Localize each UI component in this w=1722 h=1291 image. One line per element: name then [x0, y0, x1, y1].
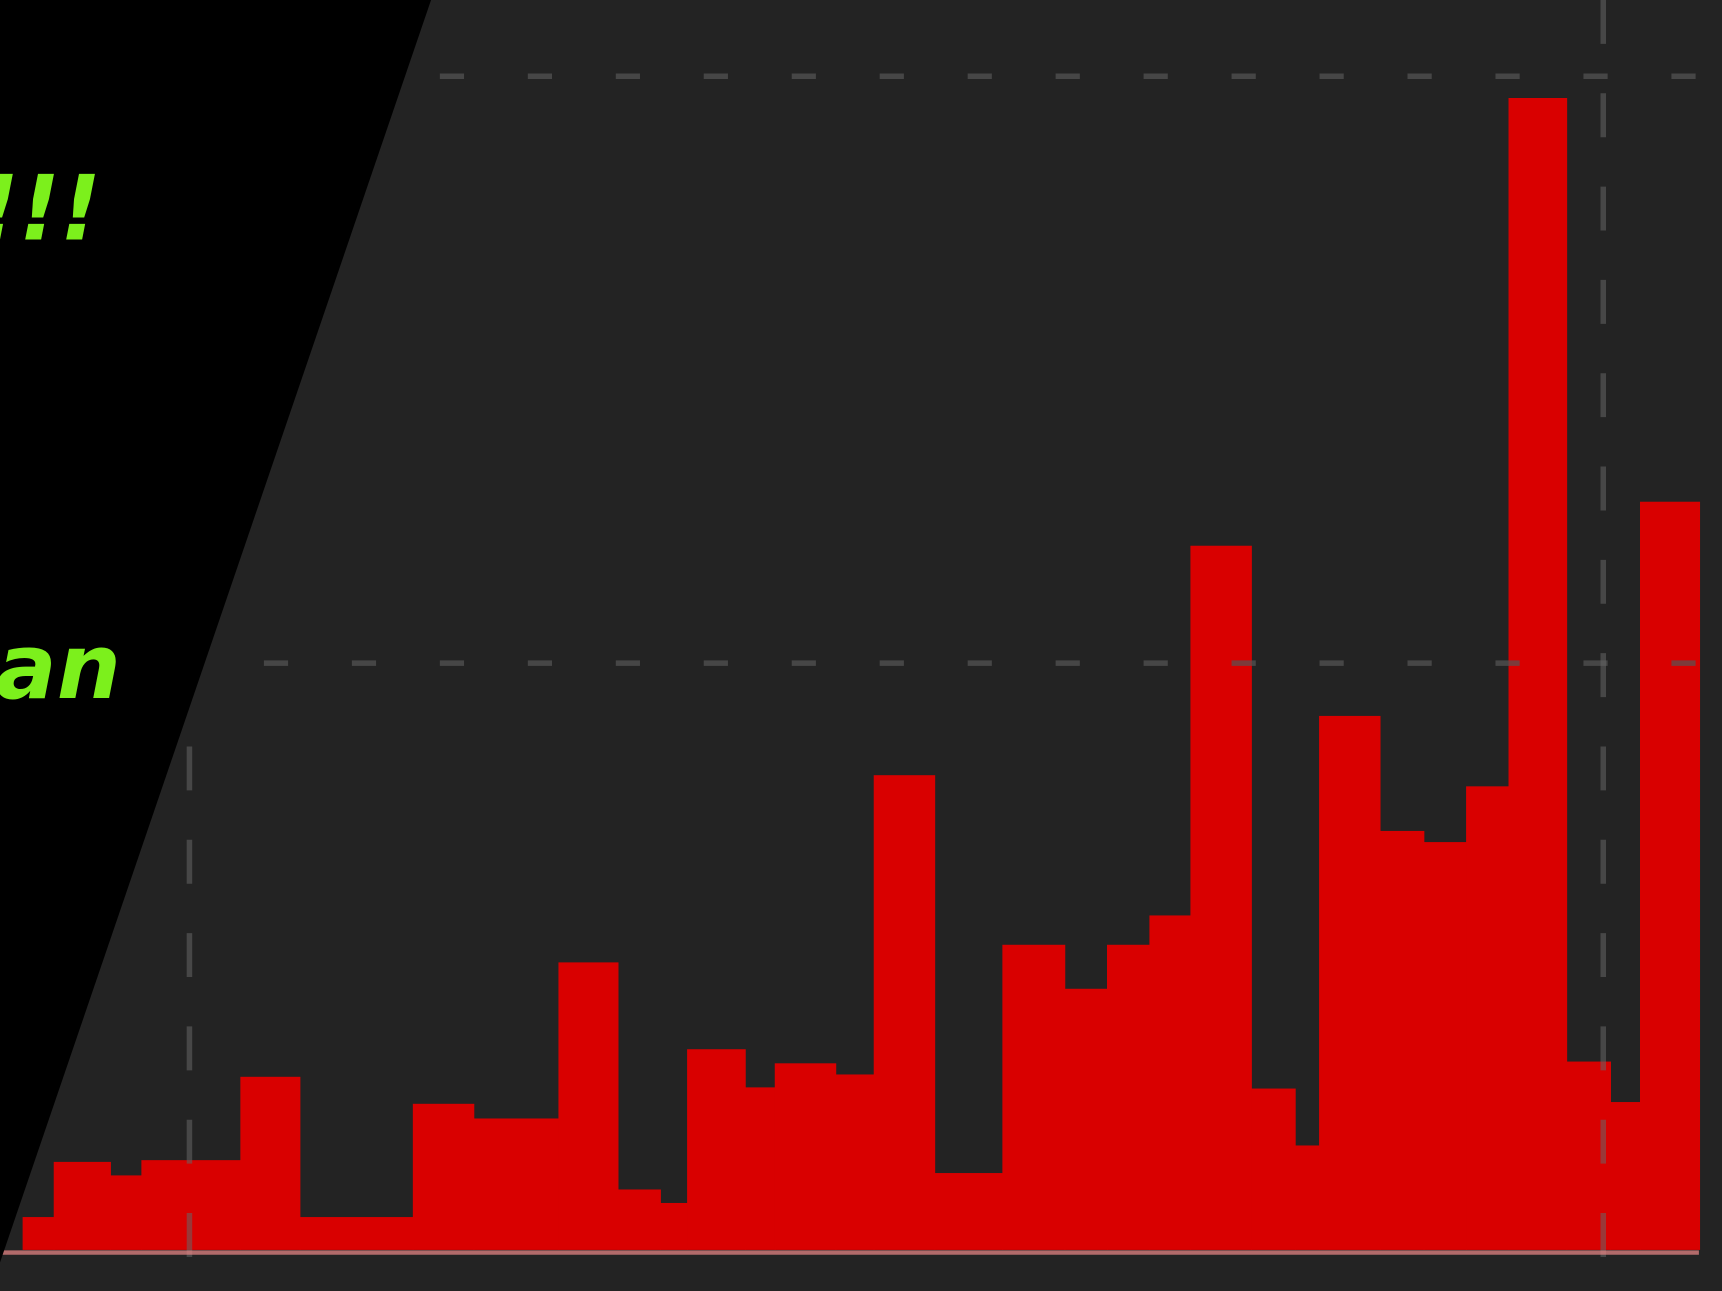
bar	[617, 1189, 661, 1250]
bar	[1251, 1088, 1296, 1250]
bar	[774, 1063, 837, 1250]
bar	[1640, 501, 1701, 1250]
overlay-text: ian	[0, 615, 121, 720]
bar	[558, 962, 619, 1250]
bar	[240, 1076, 301, 1250]
bar	[1466, 786, 1510, 1250]
bar	[110, 1175, 143, 1250]
bar	[934, 1173, 1004, 1250]
bar	[53, 1161, 111, 1250]
bar	[1002, 944, 1066, 1250]
bar	[1508, 97, 1568, 1250]
overlay-text: '	[0, 257, 7, 362]
bar	[1295, 1145, 1320, 1250]
bar	[299, 1217, 414, 1250]
bar	[1107, 944, 1151, 1250]
bar	[873, 775, 936, 1250]
bar	[835, 1074, 875, 1250]
bar	[1319, 715, 1381, 1250]
bar	[745, 1087, 776, 1250]
bar	[473, 1118, 560, 1250]
bar	[412, 1103, 475, 1250]
overlay-panel	[0, 0, 432, 1263]
bar	[660, 1202, 688, 1250]
bar	[1149, 915, 1192, 1250]
bar	[1610, 1102, 1641, 1250]
bar	[1379, 830, 1425, 1250]
bar	[22, 1217, 55, 1250]
bar	[1423, 842, 1467, 1250]
bar	[1064, 988, 1108, 1250]
bar	[687, 1049, 746, 1250]
bar	[1190, 545, 1252, 1250]
overlay-text: s!!!	[0, 156, 101, 261]
